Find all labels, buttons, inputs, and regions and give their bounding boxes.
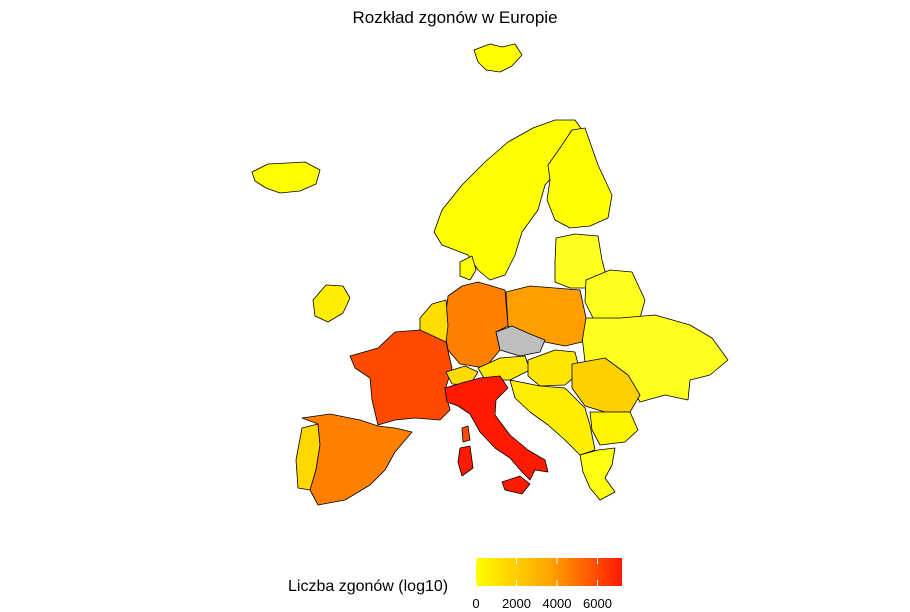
region-denmark[interactable] bbox=[459, 255, 477, 281]
region-bulgaria[interactable] bbox=[589, 411, 639, 446]
legend-tick-2000: 2000 bbox=[502, 596, 531, 611]
region-czechia[interactable] bbox=[495, 325, 546, 357]
region-italy[interactable] bbox=[444, 375, 549, 481]
region-sardinia[interactable] bbox=[457, 445, 474, 477]
region-finland[interactable] bbox=[546, 127, 613, 229]
legend-title: Liczba zgonów (log10) bbox=[288, 578, 449, 595]
map-title: Rozkład zgonów w Europie bbox=[352, 8, 558, 27]
legend-tick-4000: 4000 bbox=[542, 596, 572, 611]
region-iceland[interactable] bbox=[251, 161, 321, 194]
legend bbox=[475, 558, 622, 586]
region-svalbard[interactable] bbox=[473, 43, 523, 73]
region-germany[interactable] bbox=[443, 281, 509, 369]
region-balkans[interactable] bbox=[509, 379, 596, 456]
region-greece[interactable] bbox=[579, 447, 616, 501]
legend-colorbar bbox=[476, 558, 622, 586]
region-corsica[interactable] bbox=[461, 425, 471, 443]
region-switzerland[interactable] bbox=[445, 365, 479, 386]
legend-tick-6000: 6000 bbox=[583, 596, 612, 611]
region-france[interactable] bbox=[349, 329, 453, 426]
region-spain[interactable] bbox=[301, 413, 413, 506]
region-sicily[interactable] bbox=[501, 475, 531, 495]
region-belarus[interactable] bbox=[584, 269, 646, 323]
legend-tick-0: 0 bbox=[472, 596, 480, 611]
region-ireland[interactable] bbox=[312, 284, 351, 323]
